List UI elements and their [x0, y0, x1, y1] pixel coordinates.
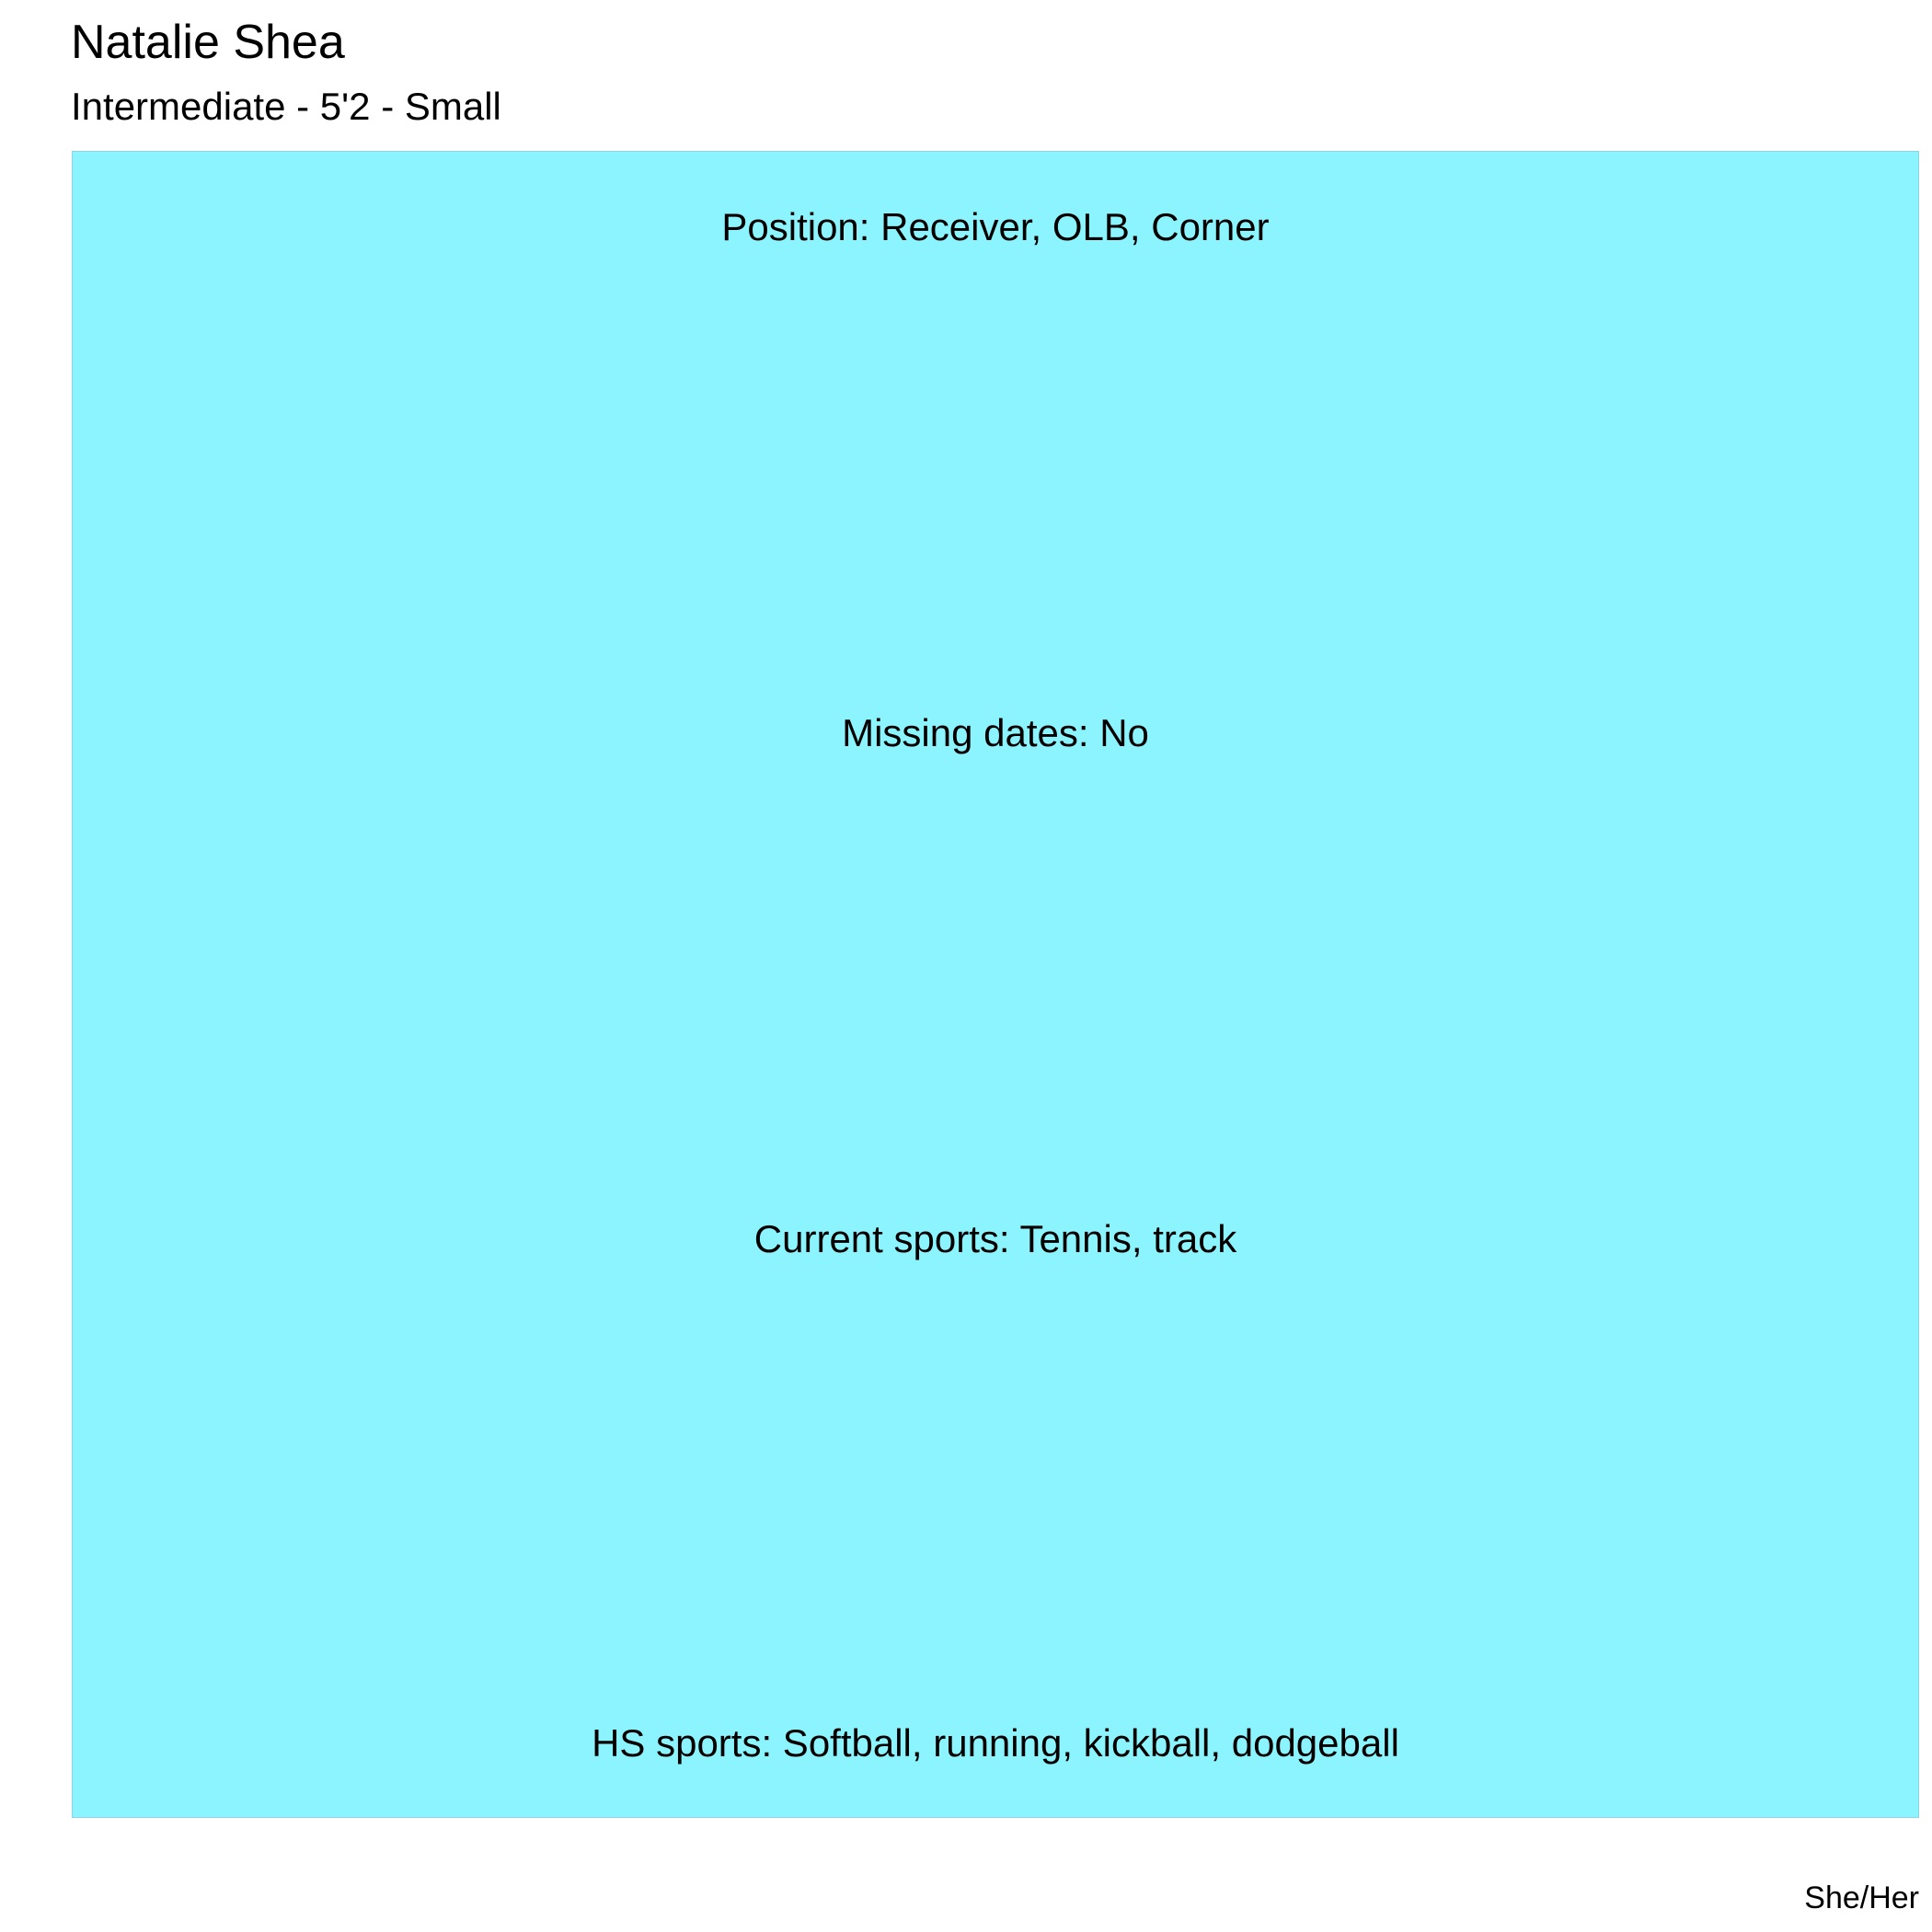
player-name-title: Natalie Shea: [71, 16, 345, 69]
hs-sports-line: HS sports: Softball, running, kickball, …: [592, 1721, 1399, 1765]
current-sports-line: Current sports: Tennis, track: [753, 1217, 1237, 1260]
pronouns-caption: She/Her: [1804, 1880, 1919, 1915]
player-level-height-size-subtitle: Intermediate - 5'2 - Small: [71, 85, 501, 128]
player-info-panel: Position: Receiver, OLB, Corner Missing …: [72, 151, 1919, 1818]
missing-dates-line: Missing dates: No: [842, 711, 1149, 754]
position-line: Position: Receiver, OLB, Corner: [721, 205, 1270, 248]
